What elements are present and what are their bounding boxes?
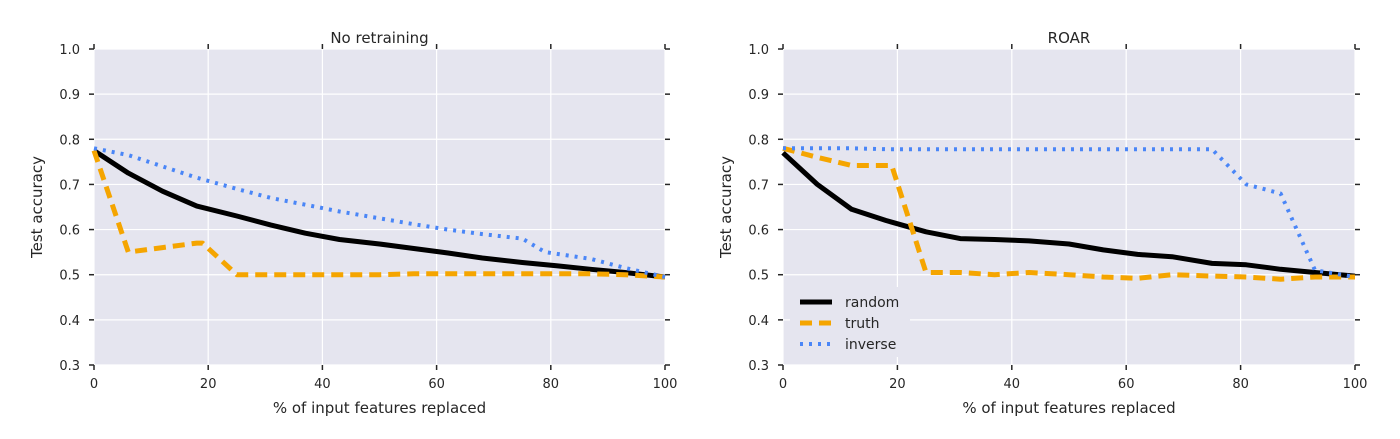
y-tick-label: 0.3 xyxy=(748,359,769,374)
x-tick-label: 20 xyxy=(889,377,906,392)
legend-label-inverse: inverse xyxy=(845,337,896,353)
legend: random truth inverse xyxy=(790,287,910,357)
x-tick-label: 60 xyxy=(1118,377,1135,392)
y-tick-label: 0.8 xyxy=(59,133,80,148)
x-tick-label: 40 xyxy=(314,377,331,392)
x-tick-label: 0 xyxy=(90,377,98,392)
x-tick-label: 20 xyxy=(200,377,217,392)
y-tick-label: 0.8 xyxy=(748,133,769,148)
y-tick-label: 0.9 xyxy=(748,88,769,103)
y-tick-label: 0.5 xyxy=(748,269,769,284)
y-tick-label: 0.4 xyxy=(748,314,769,329)
x-tick-label: 80 xyxy=(1232,377,1249,392)
y-axis-label: Test accuracy xyxy=(28,156,46,259)
plot-background xyxy=(94,49,665,365)
y-tick-label: 0.7 xyxy=(748,178,769,193)
y-tick-label: 1.0 xyxy=(748,43,769,58)
y-axis-label: Test accuracy xyxy=(717,156,735,259)
x-tick-label: 80 xyxy=(543,377,560,392)
legend-label-truth: truth xyxy=(845,316,879,332)
series-line-truth xyxy=(782,145,1355,282)
y-tick-label: 1.0 xyxy=(59,43,80,58)
x-tick-label: 100 xyxy=(1343,377,1368,392)
series-line-random xyxy=(781,150,1356,279)
y-tick-label: 0.3 xyxy=(59,359,80,374)
chart-title: No retraining xyxy=(330,29,428,47)
y-tick-label: 0.9 xyxy=(59,88,80,103)
series-line-inverse xyxy=(783,146,1356,279)
x-tick-label: 40 xyxy=(1004,377,1021,392)
chart-roar: 0 20 40 60 80 100 0.3 0.4 0.5 0.6 0.7 0.8 0.9 1.0 ROAR… xyxy=(717,29,1367,417)
y-tick-label: 0.5 xyxy=(59,269,80,284)
x-tick-label: 60 xyxy=(428,377,445,392)
x-axis-label: % of input features replaced xyxy=(962,399,1175,417)
legend-label-random: random xyxy=(845,295,899,311)
x-axis-label: % of input features replaced xyxy=(273,399,486,417)
series-line-random xyxy=(92,148,666,280)
chart-title: ROAR xyxy=(1048,29,1091,47)
y-tick-label: 0.7 xyxy=(59,178,80,193)
y-tick-label: 0.6 xyxy=(748,224,769,239)
x-tick-label: 0 xyxy=(779,377,787,392)
series-line-truth xyxy=(91,149,666,280)
x-tick-label: 100 xyxy=(653,377,678,392)
y-tick-label: 0.6 xyxy=(59,224,80,239)
chart-no-retraining: 0 20 40 60 80 100 0.3 0.4 0.5 0.6 0.7 0.8 0.9 1.0 No r… xyxy=(28,29,677,417)
y-tick-label: 0.4 xyxy=(59,314,80,329)
